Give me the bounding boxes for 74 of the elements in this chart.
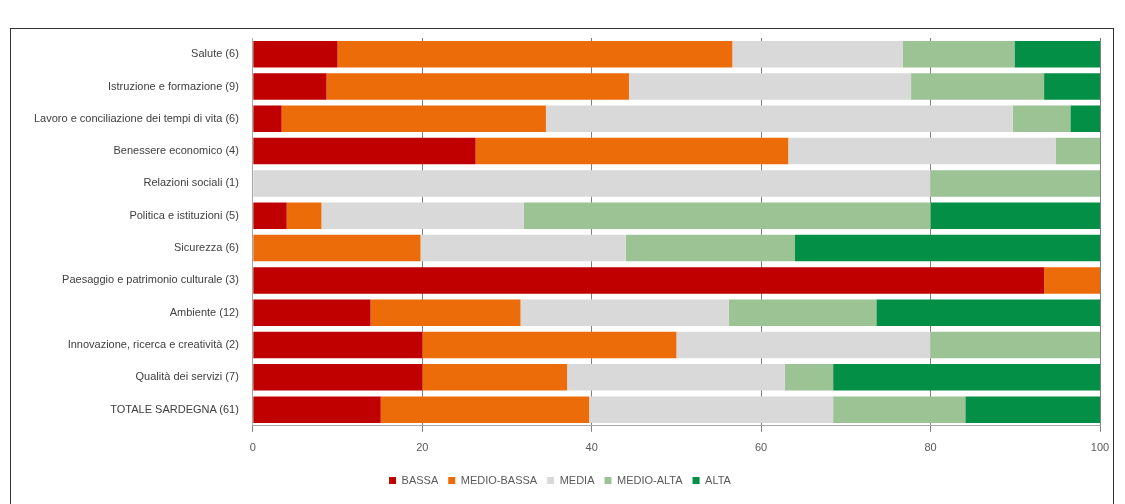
bar	[475, 137, 789, 165]
bar	[784, 364, 834, 391]
bar	[1055, 137, 1100, 165]
bar	[337, 40, 733, 68]
legend-label: ALTA	[705, 473, 732, 486]
legend-label: MEDIO-BASSA	[460, 473, 538, 486]
bar	[523, 202, 931, 229]
bar	[1014, 40, 1100, 68]
bar	[545, 105, 1013, 133]
bar	[253, 137, 476, 165]
legend-label: MEDIO-ALTA	[616, 473, 684, 486]
bar	[1044, 73, 1100, 100]
bar	[876, 299, 1100, 326]
y-tick-label: Qualità dei servizi (7)	[135, 370, 239, 383]
bar	[520, 299, 729, 326]
bar	[833, 364, 1100, 391]
bar	[589, 396, 834, 423]
y-tick-label: Relazioni sociali (1)	[143, 176, 239, 189]
bar	[253, 40, 338, 68]
bar	[253, 299, 371, 326]
y-tick-label: Benessere economico (4)	[113, 144, 239, 157]
bar	[676, 331, 931, 359]
bar	[422, 331, 677, 359]
bar	[930, 331, 1100, 359]
bar	[281, 105, 546, 133]
bar	[253, 234, 421, 262]
x-tick-label: 0	[249, 441, 256, 454]
bar	[788, 137, 1056, 165]
bar	[420, 234, 626, 262]
y-tick-label: Innovazione, ricerca e creatività (2)	[67, 338, 239, 351]
bar	[1044, 267, 1100, 294]
bar	[795, 234, 1100, 262]
legend-label: BASSA	[401, 473, 439, 486]
y-tick-label: Salute (6)	[191, 47, 239, 60]
bar	[370, 299, 521, 326]
bar	[253, 267, 1045, 294]
bar	[321, 202, 524, 229]
bar	[965, 396, 1100, 423]
x-tick-label: 20	[416, 441, 429, 454]
legend-label: MEDIA	[559, 473, 596, 486]
bar	[1070, 105, 1100, 133]
bar	[253, 364, 423, 391]
bar	[625, 234, 796, 262]
bar	[286, 202, 322, 229]
bar	[1012, 105, 1071, 133]
bar	[728, 299, 877, 326]
bar	[930, 170, 1100, 197]
bar	[253, 396, 381, 423]
bar	[253, 202, 287, 229]
bar	[253, 331, 423, 359]
x-tick-label: 60	[755, 441, 768, 454]
x-tick-label: 80	[924, 441, 937, 454]
y-tick-label: Ambiente (12)	[169, 305, 239, 318]
x-tick-label: 40	[585, 441, 598, 454]
bar	[911, 73, 1045, 100]
bar	[422, 364, 568, 391]
x-tick-label: 100	[1090, 441, 1110, 454]
y-tick-label: Paesaggio e patrimonio culturale (3)	[62, 273, 239, 286]
bar	[902, 40, 1015, 68]
bar	[930, 202, 1100, 229]
bar	[628, 73, 912, 100]
y-tick-label: Sicurezza (6)	[174, 241, 239, 254]
bar	[253, 170, 931, 197]
bar	[253, 105, 282, 133]
y-tick-label: Politica e istituzioni (5)	[129, 208, 239, 221]
y-tick-label: Istruzione e formazione (9)	[107, 79, 239, 92]
bar	[380, 396, 590, 423]
y-tick-label: Lavoro e conciliazione dei tempi di vita (6)	[34, 111, 239, 124]
bar	[732, 40, 903, 68]
y-tick-label: TOTALE SARDEGNA (61)	[110, 402, 239, 415]
bar	[833, 396, 966, 423]
bar	[567, 364, 785, 391]
bar	[326, 73, 629, 100]
bar	[253, 73, 327, 100]
